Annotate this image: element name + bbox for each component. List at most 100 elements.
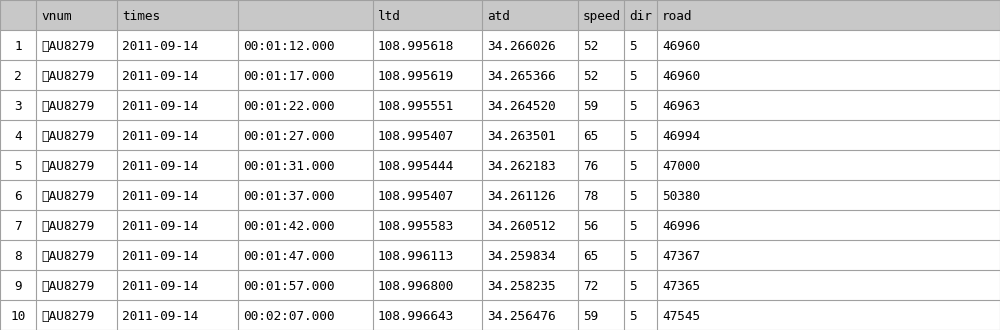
Text: 34.258235: 34.258235	[487, 280, 556, 293]
Text: 2: 2	[14, 70, 22, 83]
Text: 34.265366: 34.265366	[487, 70, 556, 83]
Text: 46960: 46960	[662, 40, 700, 53]
Text: 5: 5	[629, 220, 637, 233]
Text: 46996: 46996	[662, 220, 700, 233]
Text: 2011-09-14: 2011-09-14	[122, 220, 198, 233]
Text: 2011-09-14: 2011-09-14	[122, 190, 198, 203]
Text: 46994: 46994	[662, 130, 700, 143]
Text: 00:01:57.000: 00:01:57.000	[243, 280, 334, 293]
Bar	[0, 270, 1000, 300]
Text: 陕AU8279: 陕AU8279	[41, 250, 94, 263]
Text: dir: dir	[629, 10, 652, 23]
Text: 108.996800: 108.996800	[378, 280, 454, 293]
Text: 47545: 47545	[662, 310, 700, 323]
Text: 2011-09-14: 2011-09-14	[122, 250, 198, 263]
Text: 10: 10	[10, 310, 26, 323]
Bar	[0, 300, 1000, 330]
Text: 65: 65	[583, 250, 598, 263]
Text: 76: 76	[583, 160, 598, 173]
Text: 3: 3	[14, 100, 22, 113]
Text: 1: 1	[14, 40, 22, 53]
Text: 34.263501: 34.263501	[487, 130, 556, 143]
Text: 34.262183: 34.262183	[487, 160, 556, 173]
Text: 108.995619: 108.995619	[378, 70, 454, 83]
Bar	[0, 180, 1000, 210]
Text: 2011-09-14: 2011-09-14	[122, 310, 198, 323]
Text: 59: 59	[583, 310, 598, 323]
Bar	[0, 90, 1000, 120]
Bar	[0, 150, 1000, 180]
Text: 6: 6	[14, 190, 22, 203]
Text: 65: 65	[583, 130, 598, 143]
Text: 00:01:12.000: 00:01:12.000	[243, 40, 334, 53]
Text: 00:01:22.000: 00:01:22.000	[243, 100, 334, 113]
Text: 陕AU8279: 陕AU8279	[41, 220, 94, 233]
Text: 2011-09-14: 2011-09-14	[122, 130, 198, 143]
Text: 34.266026: 34.266026	[487, 40, 556, 53]
Text: 00:01:47.000: 00:01:47.000	[243, 250, 334, 263]
Text: 2011-09-14: 2011-09-14	[122, 40, 198, 53]
Text: 108.996643: 108.996643	[378, 310, 454, 323]
Text: 34.260512: 34.260512	[487, 220, 556, 233]
Text: 陕AU8279: 陕AU8279	[41, 40, 94, 53]
Text: 9: 9	[14, 280, 22, 293]
Text: 47365: 47365	[662, 280, 700, 293]
Text: 108.995407: 108.995407	[378, 130, 454, 143]
Text: 108.995618: 108.995618	[378, 40, 454, 53]
Text: 108.996113: 108.996113	[378, 250, 454, 263]
Text: vnum: vnum	[41, 10, 72, 23]
Text: 00:02:07.000: 00:02:07.000	[243, 310, 334, 323]
Text: speed: speed	[583, 10, 621, 23]
Text: 00:01:31.000: 00:01:31.000	[243, 160, 334, 173]
Text: 5: 5	[629, 40, 637, 53]
Text: times: times	[122, 10, 160, 23]
Text: 5: 5	[629, 310, 637, 323]
Text: 34.259834: 34.259834	[487, 250, 556, 263]
Text: 34.264520: 34.264520	[487, 100, 556, 113]
Text: 5: 5	[629, 160, 637, 173]
Text: 52: 52	[583, 40, 598, 53]
Text: 00:01:42.000: 00:01:42.000	[243, 220, 334, 233]
Text: 5: 5	[629, 190, 637, 203]
Text: 5: 5	[629, 100, 637, 113]
Text: 72: 72	[583, 280, 598, 293]
Text: 47367: 47367	[662, 250, 700, 263]
Text: 5: 5	[629, 280, 637, 293]
Text: 46960: 46960	[662, 70, 700, 83]
Text: 108.995583: 108.995583	[378, 220, 454, 233]
Text: 2011-09-14: 2011-09-14	[122, 100, 198, 113]
Text: 56: 56	[583, 220, 598, 233]
Text: 34.256476: 34.256476	[487, 310, 556, 323]
Text: ltd: ltd	[378, 10, 401, 23]
Text: 5: 5	[629, 70, 637, 83]
Text: 108.995551: 108.995551	[378, 100, 454, 113]
Bar	[0, 60, 1000, 90]
Bar	[0, 30, 1000, 60]
Text: 4: 4	[14, 130, 22, 143]
Text: 108.995444: 108.995444	[378, 160, 454, 173]
Text: 47000: 47000	[662, 160, 700, 173]
Text: atd: atd	[487, 10, 510, 23]
Text: 2011-09-14: 2011-09-14	[122, 280, 198, 293]
Text: 34.261126: 34.261126	[487, 190, 556, 203]
Text: 陕AU8279: 陕AU8279	[41, 130, 94, 143]
Text: 59: 59	[583, 100, 598, 113]
Text: 5: 5	[629, 130, 637, 143]
Bar	[0, 210, 1000, 240]
Text: 00:01:37.000: 00:01:37.000	[243, 190, 334, 203]
Text: 52: 52	[583, 70, 598, 83]
Text: 陕AU8279: 陕AU8279	[41, 280, 94, 293]
Text: 陕AU8279: 陕AU8279	[41, 190, 94, 203]
Text: 陕AU8279: 陕AU8279	[41, 100, 94, 113]
Text: 5: 5	[14, 160, 22, 173]
Text: 5: 5	[629, 250, 637, 263]
Text: 78: 78	[583, 190, 598, 203]
Text: 2011-09-14: 2011-09-14	[122, 160, 198, 173]
Bar	[0, 120, 1000, 150]
Text: 8: 8	[14, 250, 22, 263]
Text: road: road	[662, 10, 692, 23]
Text: 7: 7	[14, 220, 22, 233]
Bar	[0, 0, 1000, 30]
Text: 2011-09-14: 2011-09-14	[122, 70, 198, 83]
Bar	[0, 240, 1000, 270]
